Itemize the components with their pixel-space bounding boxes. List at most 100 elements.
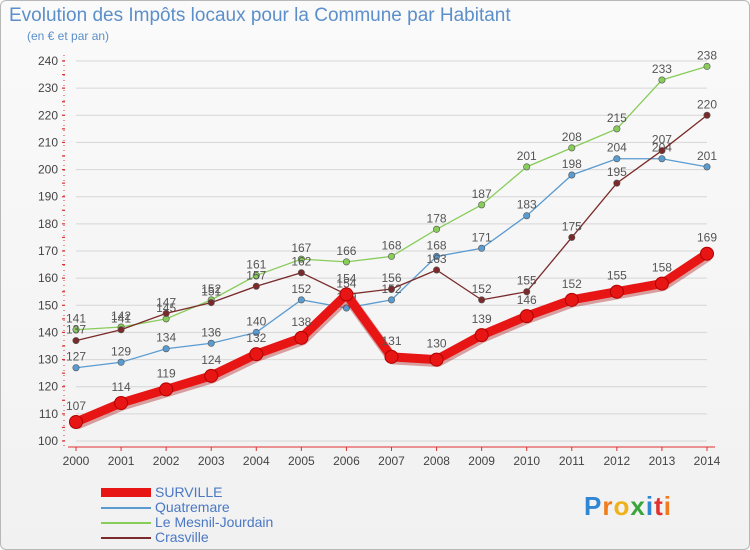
- data-point-surville: [474, 328, 489, 343]
- data-label-surville: 169: [697, 231, 717, 245]
- data-point-quatremare: [433, 252, 441, 260]
- data-label-crasville: 157: [246, 268, 266, 282]
- data-label-surville: 131: [381, 334, 401, 348]
- legend-swatch-surville: [101, 488, 151, 497]
- data-point-surville: [204, 368, 219, 383]
- logo-letter: x: [630, 491, 646, 521]
- data-label-le-mesnil-jourdain: 152: [201, 282, 221, 296]
- logo-letter: P: [584, 491, 603, 521]
- x-tick-label: 2005: [288, 454, 315, 468]
- data-point-quatremare: [387, 296, 395, 304]
- data-label-surville: 155: [607, 269, 627, 283]
- data-label-surville: 124: [201, 353, 221, 367]
- data-point-le-mesnil-jourdain: [72, 326, 80, 334]
- legend-swatch-le-mesnil-jourdain: [101, 521, 151, 524]
- legend-swatch-quatremare: [101, 506, 151, 509]
- data-label-crasville: 156: [381, 271, 401, 285]
- y-tick-label: 210: [38, 135, 58, 149]
- data-point-le-mesnil-jourdain: [523, 163, 531, 171]
- data-point-crasville: [297, 269, 305, 277]
- data-point-crasville: [703, 111, 711, 119]
- data-point-surville: [429, 352, 444, 367]
- x-tick-label: 2003: [198, 454, 225, 468]
- data-label-crasville: 155: [517, 274, 537, 288]
- logo-letter: i: [663, 491, 672, 521]
- data-label-le-mesnil-jourdain: 215: [607, 111, 627, 125]
- data-point-quatremare: [658, 155, 666, 163]
- data-label-le-mesnil-jourdain: 166: [336, 244, 356, 258]
- data-label-crasville: 163: [427, 252, 447, 266]
- x-tick-label: 2010: [513, 454, 540, 468]
- data-label-crasville: 207: [652, 133, 672, 147]
- data-label-le-mesnil-jourdain: 201: [517, 149, 537, 163]
- data-label-surville: 107: [66, 399, 86, 413]
- data-label-crasville: 220: [697, 97, 717, 111]
- data-point-surville: [114, 396, 129, 410]
- data-point-le-mesnil-jourdain: [297, 255, 305, 263]
- data-point-quatremare: [478, 244, 486, 252]
- data-label-surville: 158: [652, 261, 672, 275]
- data-label-quatremare: 134: [156, 331, 176, 345]
- data-point-quatremare: [72, 364, 80, 372]
- logo-letter: o: [613, 491, 631, 521]
- data-label-le-mesnil-jourdain: 208: [562, 130, 582, 144]
- data-point-le-mesnil-jourdain: [252, 271, 260, 279]
- data-point-crasville: [252, 282, 260, 290]
- chart-legend: SURVILLE Quatremare Le Mesnil-Jourdain Cras…: [101, 485, 273, 545]
- data-point-crasville: [387, 285, 395, 293]
- data-label-crasville: 151: [201, 285, 221, 299]
- data-point-le-mesnil-jourdain: [568, 144, 576, 152]
- data-label-quatremare: 201: [697, 149, 717, 163]
- data-point-crasville: [478, 296, 486, 304]
- data-label-crasville: 195: [607, 165, 627, 179]
- data-label-surville: 114: [112, 380, 131, 394]
- y-tick-label: 190: [38, 190, 58, 204]
- data-label-le-mesnil-jourdain: 167: [291, 241, 311, 255]
- data-label-surville: 152: [562, 277, 582, 291]
- data-point-quatremare: [297, 296, 305, 304]
- data-point-crasville: [523, 288, 531, 296]
- y-tick-label: 110: [39, 407, 58, 421]
- legend-swatch-crasville: [101, 536, 151, 539]
- data-point-quatremare: [613, 155, 621, 163]
- data-label-quatremare: 152: [291, 282, 311, 296]
- data-label-le-mesnil-jourdain: 145: [156, 301, 176, 315]
- data-point-crasville: [658, 147, 666, 155]
- data-label-quatremare: 136: [201, 325, 221, 339]
- y-tick-label: 180: [38, 217, 58, 231]
- data-point-surville: [609, 284, 624, 299]
- data-point-quatremare: [568, 171, 576, 179]
- data-point-le-mesnil-jourdain: [658, 76, 666, 84]
- data-label-quatremare: 129: [111, 344, 131, 358]
- y-tick-label: 100: [38, 434, 58, 448]
- data-point-surville: [700, 246, 714, 261]
- x-tick-label: 2014: [694, 454, 721, 468]
- data-point-surville: [654, 276, 669, 291]
- data-label-crasville: 147: [156, 295, 176, 309]
- data-label-quatremare: 183: [517, 198, 537, 212]
- data-point-crasville: [72, 337, 80, 345]
- data-point-quatremare: [162, 345, 170, 353]
- logo-letter: t: [654, 491, 664, 521]
- y-tick-label: 230: [38, 81, 58, 95]
- data-point-surville: [249, 347, 264, 362]
- x-tick-label: 2006: [333, 454, 360, 468]
- data-label-surville: 132: [246, 331, 266, 345]
- data-label-surville: 138: [291, 315, 311, 329]
- data-point-quatremare: [703, 163, 711, 171]
- data-label-crasville: 152: [472, 282, 492, 296]
- data-point-surville: [519, 309, 534, 324]
- legend-label-crasville: Crasville: [155, 529, 209, 545]
- data-label-quatremare: 198: [562, 157, 582, 171]
- legend-label-le-mesnil-jourdain: Le Mesnil-Jourdain: [155, 514, 274, 530]
- data-point-le-mesnil-jourdain: [613, 125, 621, 133]
- y-tick-label: 140: [38, 325, 58, 339]
- x-tick-label: 2002: [153, 454, 180, 468]
- data-label-quatremare: 204: [607, 141, 627, 155]
- data-point-quatremare: [252, 328, 260, 336]
- legend-label-surville: SURVILLE: [155, 484, 223, 500]
- data-label-crasville: 162: [291, 255, 311, 269]
- data-label-le-mesnil-jourdain: 233: [652, 62, 672, 76]
